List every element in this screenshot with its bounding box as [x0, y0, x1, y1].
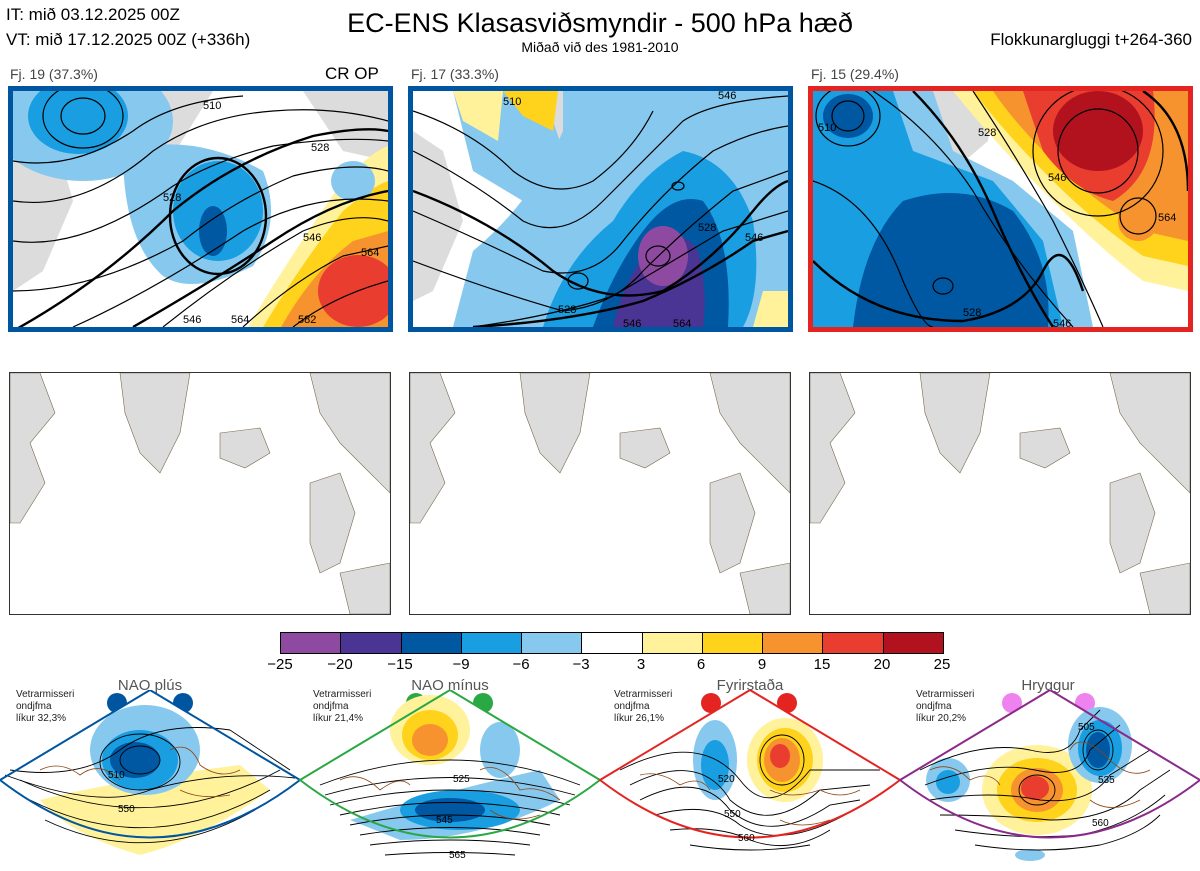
regime-3-stats: Vetrarmisseri ondjfma líkur 26,1%: [614, 689, 673, 724]
contour-label: 546: [1053, 318, 1071, 327]
contour-label: 525: [453, 774, 470, 785]
panel-1-label: Fj. 19 (37.3%): [10, 66, 98, 82]
base-map-1: [9, 372, 391, 615]
regime-3-title: Fyrirstaða: [716, 677, 784, 694]
contour-label: 545: [436, 815, 453, 826]
contour-label: 546: [183, 314, 201, 326]
colorbar-swatch: [641, 633, 702, 653]
regime-4-title: Hryggur: [1021, 677, 1075, 694]
colorbar-tick: 15: [813, 656, 831, 673]
colorbar-swatch: [340, 633, 401, 653]
contour-label: 510: [818, 122, 836, 134]
cluster-map-1: 510 528 528 546 564 546 564 582: [8, 86, 393, 332]
contour-label: 535: [1098, 775, 1115, 786]
contour-label: 520: [718, 774, 735, 785]
colorbar-swatch: [581, 633, 642, 653]
cluster-map-2-graphic: 510 528 546 528 546 564 546: [413, 91, 788, 327]
regime-1-stats: Vetrarmisseri ondjfma líkur 32,3%: [16, 689, 75, 724]
init-time: IT: mið 03.12.2025 00Z: [6, 5, 180, 24]
contour-label: 505: [1078, 722, 1095, 733]
contour-label: 565: [449, 850, 466, 861]
contour-label: 546: [718, 91, 736, 102]
regime-fan-4: 505 535 560: [898, 690, 1200, 861]
colorbar-tick: −20: [327, 656, 353, 673]
cluster-map-1-graphic: 510 528 528 546 564 546 564 582: [13, 91, 388, 327]
contour-label: 550: [118, 804, 135, 815]
panel-2-label: Fj. 17 (33.3%): [411, 66, 499, 82]
regime-fan-3: 520 550 560: [598, 690, 902, 851]
contour-label: 546: [745, 232, 763, 244]
base-map-1-graphic: [10, 373, 390, 614]
page-title: EC-ENS Klasasviðsmyndir - 500 hPa hæð: [347, 8, 853, 38]
valid-time: VT: mið 17.12.2025 00Z (+336h): [6, 30, 251, 49]
regime-4-dot: [1002, 693, 1022, 713]
colorbar-tick: −15: [387, 656, 413, 673]
colorbar-tick: 9: [757, 656, 767, 673]
regime-4-stats: Vetrarmisseri ondjfma líkur 20,2%: [916, 689, 975, 724]
contour-label: 528: [963, 307, 981, 319]
regime-3-dot: [777, 693, 797, 713]
colorbar-swatch: [822, 633, 883, 653]
contour-label: 564: [231, 314, 249, 326]
panel-3-label: Fj. 15 (29.4%): [811, 66, 899, 82]
colorbar: [280, 632, 944, 654]
contour-label: 582: [298, 314, 316, 326]
regime-3-dot: [701, 693, 721, 713]
contour-label: 510: [503, 96, 521, 108]
colorbar-tick: 20: [873, 656, 891, 673]
cluster-map-3: 510 528 546 564 528 546: [808, 86, 1193, 332]
colorbar-tick: 25: [933, 656, 951, 673]
colorbar-tick: −25: [267, 656, 293, 673]
contour-label: 550: [724, 809, 741, 820]
classification-window: Flokkunargluggi t+264-360: [990, 30, 1192, 49]
colorbar-swatch: [762, 633, 823, 653]
cluster-map-3-graphic: 510 528 546 564 528 546: [813, 91, 1188, 327]
colorbar-tick: −3: [572, 656, 590, 673]
cluster-map-2: 510 528 546 528 546 564 546: [408, 86, 793, 332]
panel-1-op-label: CR OP: [325, 64, 379, 83]
regime-2-stats: Vetrarmisseri ondjfma líkur 21,4%: [313, 689, 372, 724]
colorbar-tick: −9: [452, 656, 470, 673]
colorbar-swatch: [882, 633, 943, 653]
base-map-2-graphic: [410, 373, 790, 614]
contour-label: 510: [203, 100, 221, 112]
contour-label: 528: [698, 222, 716, 234]
base-map-2: [409, 372, 791, 615]
contour-label: 560: [1092, 818, 1109, 829]
regime-2-title: NAO mínus: [411, 677, 489, 694]
regime-fans: 510 550 525 545: [0, 690, 1200, 861]
contour-label: 546: [303, 232, 321, 244]
contour-label: 528: [978, 127, 996, 139]
page-subtitle: Miðað við des 1981-2010: [521, 39, 679, 55]
contour-label: 528: [163, 192, 181, 204]
colorbar-swatch: [521, 633, 582, 653]
base-map-3: [809, 372, 1191, 615]
contour-label: 564: [673, 318, 691, 327]
contour-label: 560: [738, 833, 755, 844]
colorbar-swatch: [281, 633, 341, 653]
colorbar-swatch: [701, 633, 763, 653]
contour-label: 528: [311, 142, 329, 154]
colorbar-swatch: [460, 633, 522, 653]
contour-label: 564: [361, 247, 379, 259]
contour-label: 546: [1048, 172, 1066, 184]
colorbar-swatch: [400, 633, 461, 653]
contour-label: 510: [108, 770, 125, 781]
regime-fan-2: 525 545 565: [298, 690, 602, 861]
regime-fan-1: 510 550: [0, 690, 302, 855]
colorbar-tick: −6: [512, 656, 530, 673]
contour-label: 546: [623, 318, 641, 327]
base-map-3-graphic: [810, 373, 1190, 614]
colorbar-tick: 3: [636, 656, 646, 673]
contour-label: 564: [1158, 212, 1176, 224]
colorbar-tick: 6: [696, 656, 706, 673]
contour-label: 528: [558, 304, 576, 316]
regime-1-title: NAO plús: [117, 677, 183, 694]
